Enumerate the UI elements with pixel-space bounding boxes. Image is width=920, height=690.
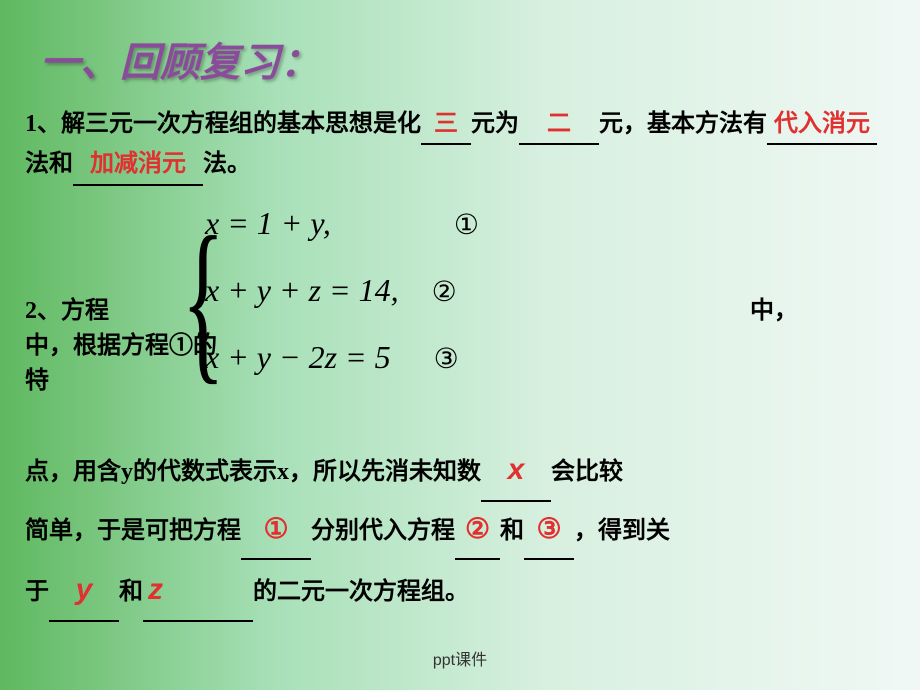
- equation-1: x = 1 + y, ①: [205, 205, 479, 242]
- q2-answer-y: y: [76, 573, 93, 606]
- q2-text: 分别代入方程: [311, 518, 455, 544]
- q1-text: 法。: [203, 151, 251, 177]
- q2-answer-c2: ②: [465, 514, 490, 545]
- q2-text: 的二元一次方程组。: [253, 579, 469, 605]
- q2-text: ，得到关: [574, 518, 670, 544]
- q2-text: 于: [25, 579, 49, 605]
- q1-text: 元为: [471, 111, 519, 137]
- q1-answer-1: 三: [434, 111, 458, 137]
- q2-answer-z: z: [148, 573, 163, 606]
- q2-text: 和: [500, 518, 524, 544]
- q2-text: 和: [119, 579, 143, 605]
- left-brace: {: [182, 210, 225, 390]
- eq-mark-2: ②: [432, 275, 457, 308]
- q1-text: 法和: [25, 151, 73, 177]
- section-title: 一、回顾复习：: [40, 30, 320, 88]
- question-2-label-mid: 中，: [750, 290, 798, 325]
- question-2-body: 点，用含y的代数式表示x，所以先消未知数 x 会比较 简单，于是可把方程 ① 分别代入方…: [25, 440, 890, 622]
- q1-answer-3: 代入消元: [774, 111, 870, 137]
- q1-text: 1、解三元一次方程组的基本思想是化: [25, 111, 421, 137]
- equation-2: x + y + z = 14, ②: [205, 272, 479, 309]
- q1-answer-2: 二: [547, 111, 571, 137]
- q2-text: 会比较: [551, 459, 623, 485]
- q1-answer-4: 加减消元: [90, 151, 186, 177]
- q2-answer-c1: ①: [263, 514, 288, 545]
- equation-system: { x = 1 + y, ① x + y + z = 14, ② x + y −…: [175, 205, 479, 406]
- eq-mark-1: ①: [454, 208, 479, 241]
- question-2-label: 2、方程 中，根据方程①的特: [25, 290, 109, 325]
- q2-label-text: 2、方程: [25, 298, 109, 324]
- q2-answer-c3: ③: [536, 514, 561, 545]
- q1-text: 元，基本方法有: [599, 111, 767, 137]
- q2-text: 点，用含y的代数式表示x，所以先消未知数: [25, 459, 481, 485]
- eq-mark-3: ③: [434, 342, 459, 375]
- q2-answer-x: x: [508, 453, 525, 486]
- q2-text: 简单，于是可把方程: [25, 518, 241, 544]
- footer-text: ppt课件: [433, 646, 487, 670]
- question-1: 1、解三元一次方程组的基本思想是化三元为 二 元，基本方法有代入消元法和加减消元法。: [25, 105, 890, 186]
- equation-3: x + y − 2z = 5 ③: [205, 339, 479, 376]
